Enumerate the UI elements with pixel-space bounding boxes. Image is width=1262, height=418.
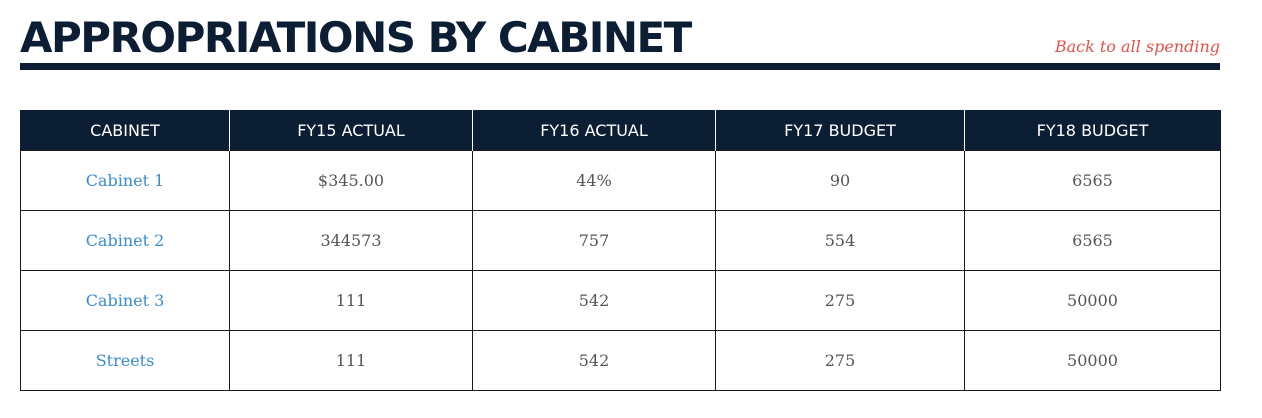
column-header-cabinet: CABINET [20,110,230,151]
fy15-actual-cell: 111 [229,270,473,331]
appropriations-table: CABINET FY15 ACTUAL FY16 ACTUAL FY17 BUD… [20,110,1221,391]
table-header-row: CABINET FY15 ACTUAL FY16 ACTUAL FY17 BUD… [20,110,1221,151]
column-header-fy18-budget: FY18 BUDGET [964,110,1221,151]
cabinet-link[interactable]: Cabinet 3 [85,291,165,310]
cabinet-cell: Cabinet 3 [20,270,230,331]
column-header-fy17-budget: FY17 BUDGET [715,110,965,151]
fy15-actual-cell: 344573 [229,210,473,271]
column-header-fy15-actual: FY15 ACTUAL [229,110,473,151]
fy17-budget-cell: 275 [715,330,965,391]
fy17-budget-cell: 554 [715,210,965,271]
back-to-all-spending-link[interactable]: Back to all spending [1054,37,1220,56]
fy18-budget-cell: 50000 [964,330,1221,391]
fy18-budget-cell: 6565 [964,210,1221,271]
fy15-actual-cell: $345.00 [229,150,473,211]
fy15-actual-cell: 111 [229,330,473,391]
fy16-actual-cell: 542 [472,270,716,331]
fy18-budget-cell: 6565 [964,150,1221,211]
fy16-actual-cell: 757 [472,210,716,271]
page-header: APPROPRIATIONS BY CABINET Back to all sp… [20,10,1220,70]
table-row: Cabinet 2 344573 757 554 6565 [20,210,1221,271]
cabinet-cell: Streets [20,330,230,391]
cabinet-link[interactable]: Streets [95,351,155,370]
table-row: Cabinet 3 111 542 275 50000 [20,270,1221,331]
title-divider [20,63,1220,70]
cabinet-cell: Cabinet 1 [20,150,230,211]
fy16-actual-cell: 542 [472,330,716,391]
cabinet-link[interactable]: Cabinet 1 [85,171,165,190]
column-header-fy16-actual: FY16 ACTUAL [472,110,716,151]
fy17-budget-cell: 90 [715,150,965,211]
fy16-actual-cell: 44% [472,150,716,211]
cabinet-link[interactable]: Cabinet 2 [85,231,165,250]
fy18-budget-cell: 50000 [964,270,1221,331]
cabinet-cell: Cabinet 2 [20,210,230,271]
page-title: APPROPRIATIONS BY CABINET [20,13,692,62]
table-row: Cabinet 1 $345.00 44% 90 6565 [20,150,1221,211]
fy17-budget-cell: 275 [715,270,965,331]
table-row: Streets 111 542 275 50000 [20,330,1221,391]
